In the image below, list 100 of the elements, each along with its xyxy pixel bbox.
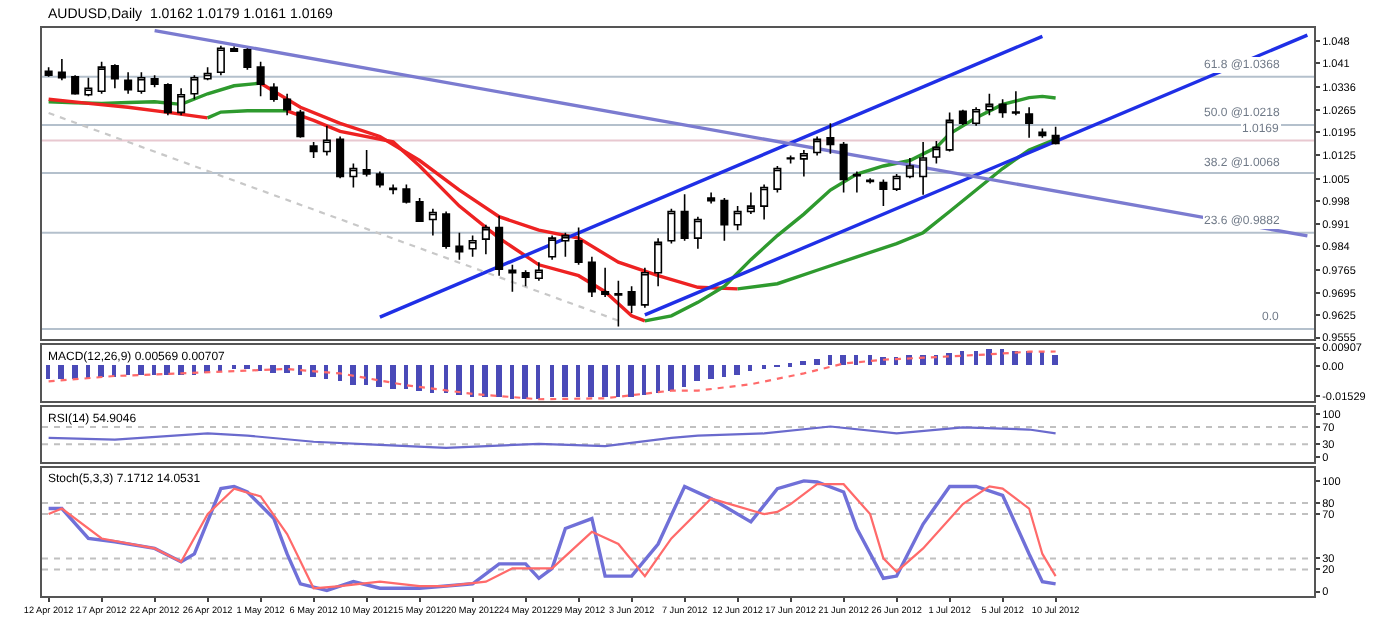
candlestick bbox=[163, 82, 172, 117]
bar bbox=[456, 365, 462, 396]
candlestick bbox=[402, 183, 411, 205]
candlestick bbox=[985, 92, 994, 117]
candlestick bbox=[283, 92, 292, 117]
bar bbox=[298, 365, 302, 376]
candlestick bbox=[1051, 126, 1060, 146]
candlestick bbox=[958, 109, 967, 126]
candlestick bbox=[468, 234, 477, 258]
candlestick bbox=[799, 149, 808, 178]
bar bbox=[112, 365, 116, 378]
candlestick bbox=[998, 98, 1007, 119]
candlestick bbox=[442, 210, 451, 250]
bar bbox=[974, 351, 978, 366]
bar bbox=[576, 365, 580, 398]
bar bbox=[390, 365, 396, 390]
candlestick bbox=[230, 45, 239, 53]
bar bbox=[642, 365, 646, 396]
candlestick bbox=[495, 214, 504, 277]
bar bbox=[840, 355, 846, 366]
bar bbox=[98, 365, 104, 378]
candlestick bbox=[375, 170, 384, 189]
bar bbox=[854, 355, 858, 366]
candlestick bbox=[667, 207, 676, 245]
candlestick bbox=[137, 71, 146, 95]
candlestick bbox=[84, 76, 93, 98]
candlestick bbox=[879, 178, 888, 207]
bar bbox=[562, 365, 568, 398]
bar bbox=[628, 365, 634, 398]
bar bbox=[72, 365, 78, 380]
bar bbox=[138, 365, 144, 376]
candlestick bbox=[124, 71, 133, 95]
bar bbox=[376, 365, 382, 388]
candlestick bbox=[892, 173, 901, 192]
bar bbox=[58, 365, 64, 380]
bar bbox=[482, 365, 488, 398]
bar bbox=[1052, 355, 1058, 366]
bar bbox=[682, 365, 686, 388]
line-series bbox=[47, 350, 1057, 401]
bar bbox=[708, 365, 714, 380]
candlestick bbox=[680, 193, 689, 242]
candlestick bbox=[627, 285, 636, 314]
bar bbox=[668, 365, 674, 392]
candlestick bbox=[693, 215, 702, 250]
bar bbox=[404, 365, 408, 390]
candlestick bbox=[269, 82, 278, 103]
line-series bbox=[47, 425, 1057, 449]
candlestick bbox=[177, 87, 186, 117]
bar bbox=[46, 365, 50, 380]
bar bbox=[868, 355, 872, 366]
candlestick bbox=[826, 122, 835, 155]
bar bbox=[470, 365, 474, 398]
bar bbox=[748, 365, 752, 372]
candlestick bbox=[760, 183, 769, 221]
candlestick bbox=[1025, 106, 1034, 139]
candlestick bbox=[508, 264, 517, 293]
candlestick bbox=[945, 111, 954, 153]
candlestick bbox=[839, 141, 848, 194]
bar bbox=[284, 365, 290, 374]
candlestick bbox=[548, 234, 557, 261]
bar bbox=[616, 365, 620, 398]
candlestick bbox=[455, 231, 464, 261]
candlestick bbox=[601, 266, 610, 298]
candlestick bbox=[216, 44, 225, 76]
candlestick bbox=[640, 266, 649, 309]
candlestick bbox=[521, 269, 530, 288]
candlestick bbox=[322, 125, 331, 157]
bar bbox=[152, 365, 156, 376]
line-series bbox=[46, 97, 210, 120]
bar bbox=[960, 351, 964, 366]
candlestick bbox=[336, 135, 345, 179]
bar bbox=[814, 359, 820, 366]
candlestick bbox=[97, 60, 106, 95]
candlestick bbox=[203, 66, 212, 82]
candlestick bbox=[57, 58, 66, 82]
candlestick bbox=[852, 170, 861, 194]
line-series bbox=[643, 94, 1058, 323]
bar bbox=[694, 365, 700, 382]
candlestick bbox=[773, 165, 782, 194]
candlestick bbox=[534, 261, 543, 282]
candlestick bbox=[1011, 90, 1020, 117]
candlestick bbox=[349, 162, 358, 189]
candlestick bbox=[110, 63, 119, 90]
bar bbox=[734, 365, 740, 376]
line-series bbox=[46, 81, 263, 107]
candlestick bbox=[389, 183, 398, 195]
candlestick bbox=[574, 226, 583, 266]
candlestick bbox=[309, 141, 318, 159]
bar bbox=[164, 365, 170, 376]
candlestick bbox=[243, 47, 252, 71]
candlestick bbox=[972, 106, 981, 127]
candlestick bbox=[296, 109, 305, 139]
candlestick bbox=[150, 74, 159, 89]
candlestick bbox=[720, 197, 729, 242]
candlestick bbox=[614, 280, 623, 328]
bar bbox=[430, 365, 434, 394]
candlestick bbox=[587, 255, 596, 298]
candlestick bbox=[746, 191, 755, 215]
candlestick bbox=[707, 191, 716, 205]
candlestick bbox=[932, 140, 941, 165]
